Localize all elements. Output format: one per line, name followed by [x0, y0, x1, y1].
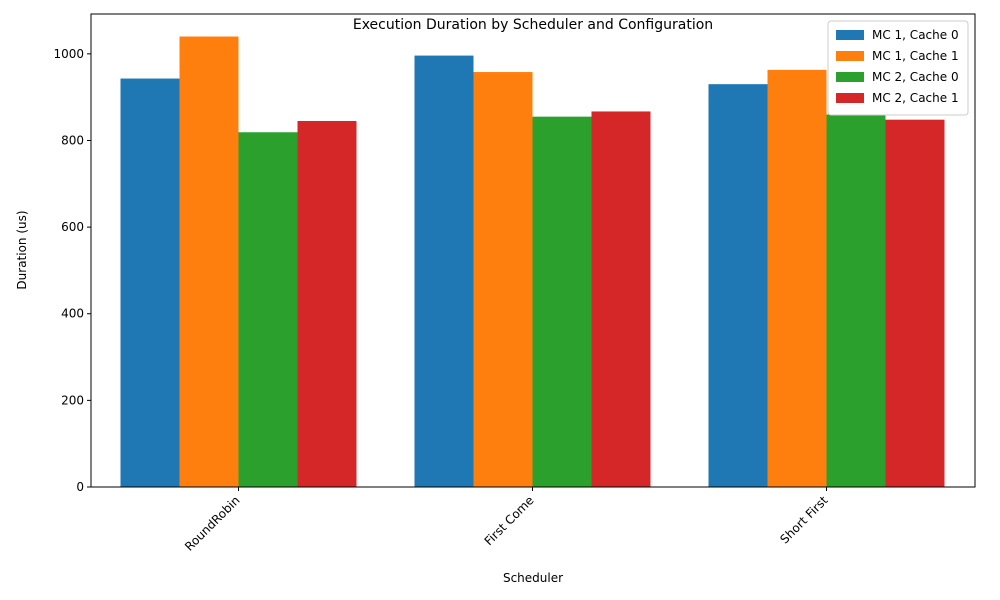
y-tick-label: 200: [61, 393, 84, 407]
bar-4-1: [297, 120, 357, 487]
legend-swatch: [836, 51, 864, 61]
y-axis: 0 200 400 600 800 1000: [53, 47, 91, 494]
y-axis-label: Duration (us): [15, 210, 29, 289]
y-tick-label: 800: [61, 133, 84, 147]
bar-3-2: [532, 116, 592, 488]
chart-title: Execution Duration by Scheduler and Conf…: [353, 17, 713, 33]
bar-1-3: [708, 84, 768, 488]
bars-layer: [120, 36, 945, 488]
legend-label: MC 2, Cache 1: [872, 91, 959, 105]
legend-label: MC 1, Cache 0: [872, 28, 959, 42]
legend: MC 1, Cache 0 MC 1, Cache 1 MC 2, Cache 0 M…: [827, 20, 969, 116]
x-tick-label: RoundRobin: [182, 493, 243, 554]
bar-1-1: [120, 78, 180, 488]
bar-3-1: [238, 132, 298, 487]
y-tick-label: 0: [76, 480, 84, 494]
x-tick-label: Short First: [777, 493, 830, 546]
legend-label: MC 1, Cache 1: [872, 49, 959, 63]
legend-box: [827, 20, 969, 116]
bar-2-3: [767, 69, 827, 487]
bar-4-3: [885, 119, 945, 487]
legend-swatch: [836, 72, 864, 82]
x-axis: RoundRobin First Come Short First: [182, 487, 831, 554]
y-tick-label: 1000: [53, 47, 84, 61]
x-tick-label: First Come: [482, 493, 537, 548]
bar-2-2: [473, 72, 533, 488]
legend-swatch: [836, 30, 864, 40]
bar-2-1: [179, 36, 239, 488]
y-tick-label: 600: [61, 220, 84, 234]
legend-swatch: [836, 93, 864, 103]
bar-1-2: [414, 55, 474, 487]
bar-4-2: [591, 111, 651, 487]
legend-label: MC 2, Cache 0: [872, 70, 959, 84]
bar-3-3: [826, 114, 886, 487]
x-axis-label: Scheduler: [503, 571, 563, 585]
y-tick-label: 400: [61, 307, 84, 321]
